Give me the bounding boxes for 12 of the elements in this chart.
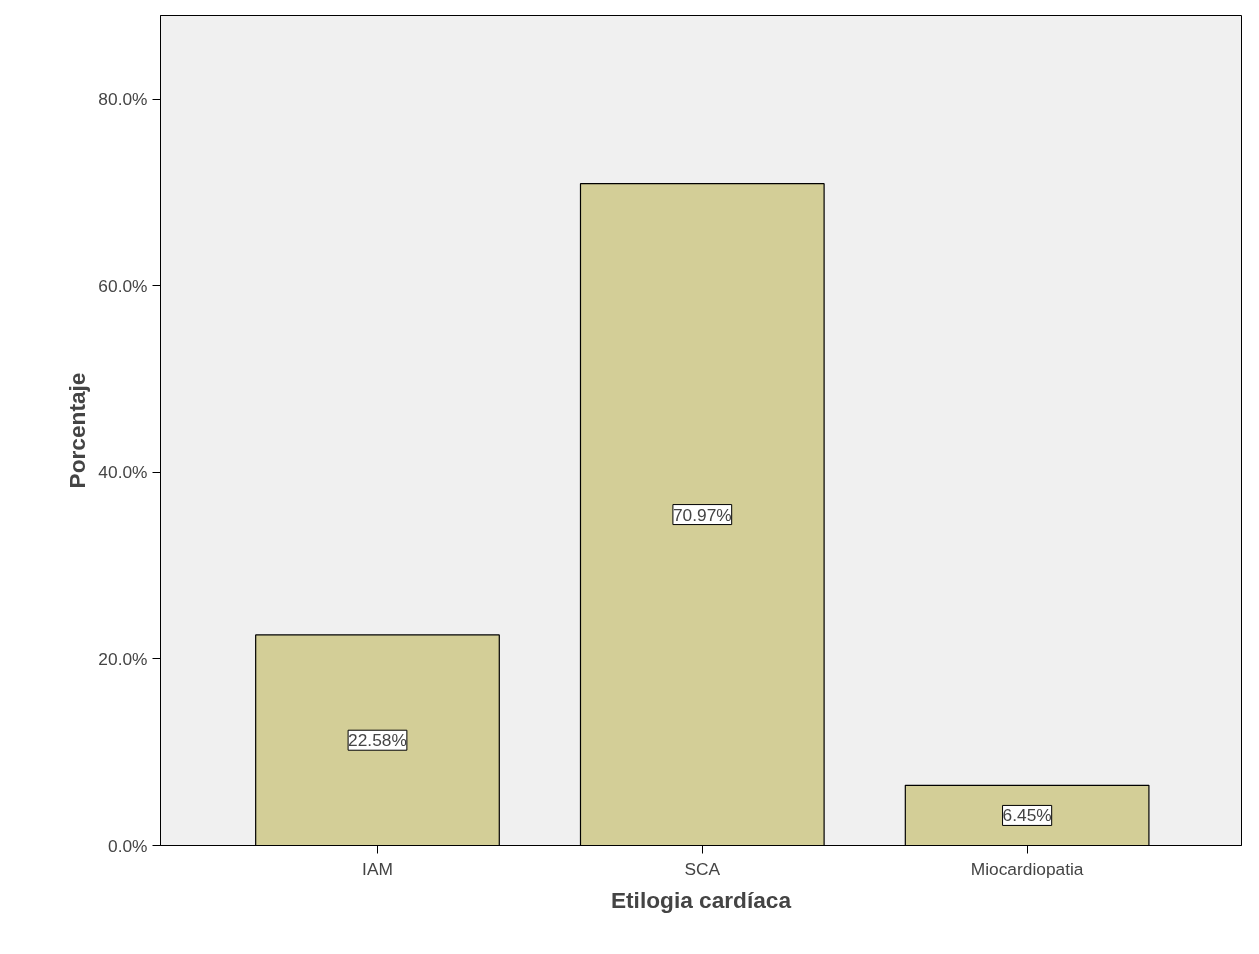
y-tick-label: 20.0% (98, 648, 148, 669)
data-label: 6.45% (1002, 805, 1052, 826)
x-tick-label: Miocardiopatia (970, 858, 1084, 879)
y-tick-label: 0.0% (108, 835, 148, 856)
data-label: 70.97% (672, 504, 732, 525)
y-tick-label: 80.0% (98, 89, 148, 110)
x-tick-label: SCA (684, 858, 721, 879)
y-tick-label: 40.0% (98, 462, 148, 483)
x-axis-title: Etilogia cardíaca (610, 886, 792, 913)
x-tick-label: IAM (362, 858, 393, 879)
y-axis-title: Porcentaje (64, 372, 91, 489)
y-tick-label: 60.0% (98, 275, 148, 296)
